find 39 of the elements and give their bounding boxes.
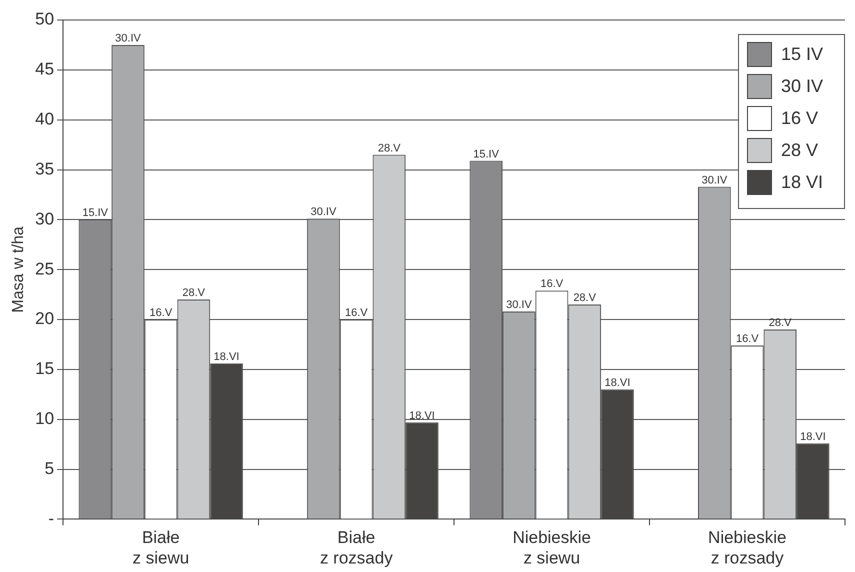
annotation: 16.V: [736, 333, 760, 346]
annotation: 16.V: [540, 278, 564, 290]
legend-label: 30 IV: [781, 76, 824, 96]
y-tick-label: 40: [35, 110, 54, 129]
x-tick-label: Białe z siewu: [132, 528, 190, 568]
annotation: 28.V: [573, 292, 597, 304]
y-tick-label: 20: [35, 309, 54, 328]
y-tick-label: 10: [35, 409, 54, 428]
annotation: 30.IV: [506, 299, 532, 312]
legend-label: 18 VI: [781, 172, 824, 192]
annotation: 18.VI: [800, 430, 826, 443]
annotation: 15.IV: [82, 207, 109, 220]
y-axis-title: Masa w t/ha: [10, 226, 28, 313]
legend-label: 16 V: [781, 108, 818, 128]
x-tick-label: Białe z rozsady: [320, 528, 394, 568]
annotation: 18.VI: [409, 410, 435, 422]
annotation: 28.V: [182, 287, 206, 300]
x-tick-label: Niebieskie z rozsady: [708, 528, 786, 568]
y-tick-label: 45: [35, 60, 54, 79]
legend-label: 28 V: [781, 140, 818, 160]
annotation: 28.V: [378, 142, 402, 154]
y-tick-label: 30: [35, 209, 54, 228]
x-tick-label: Niebieskie z siewu: [512, 528, 592, 568]
y-tick-label: -: [48, 508, 54, 528]
legend-label: 15 IV: [781, 44, 824, 64]
y-tick-label: 15: [35, 359, 54, 378]
y-tick-label: 5: [44, 458, 54, 478]
annotation: 18.VI: [214, 350, 240, 363]
annotation: 15.IV: [473, 148, 500, 160]
annotation: 28.V: [768, 317, 792, 330]
annotation: 16.V: [150, 307, 173, 320]
annotation: 16.V: [345, 307, 368, 320]
annotation: 30.IV: [310, 206, 337, 218]
annotation: 18.VI: [604, 376, 630, 389]
y-tick-label: 50: [35, 10, 54, 29]
y-tick-label: 35: [35, 159, 54, 178]
annotation: 30.IV: [702, 174, 728, 186]
y-tick-label: 25: [35, 259, 54, 278]
annotation: 30.IV: [115, 32, 142, 44]
